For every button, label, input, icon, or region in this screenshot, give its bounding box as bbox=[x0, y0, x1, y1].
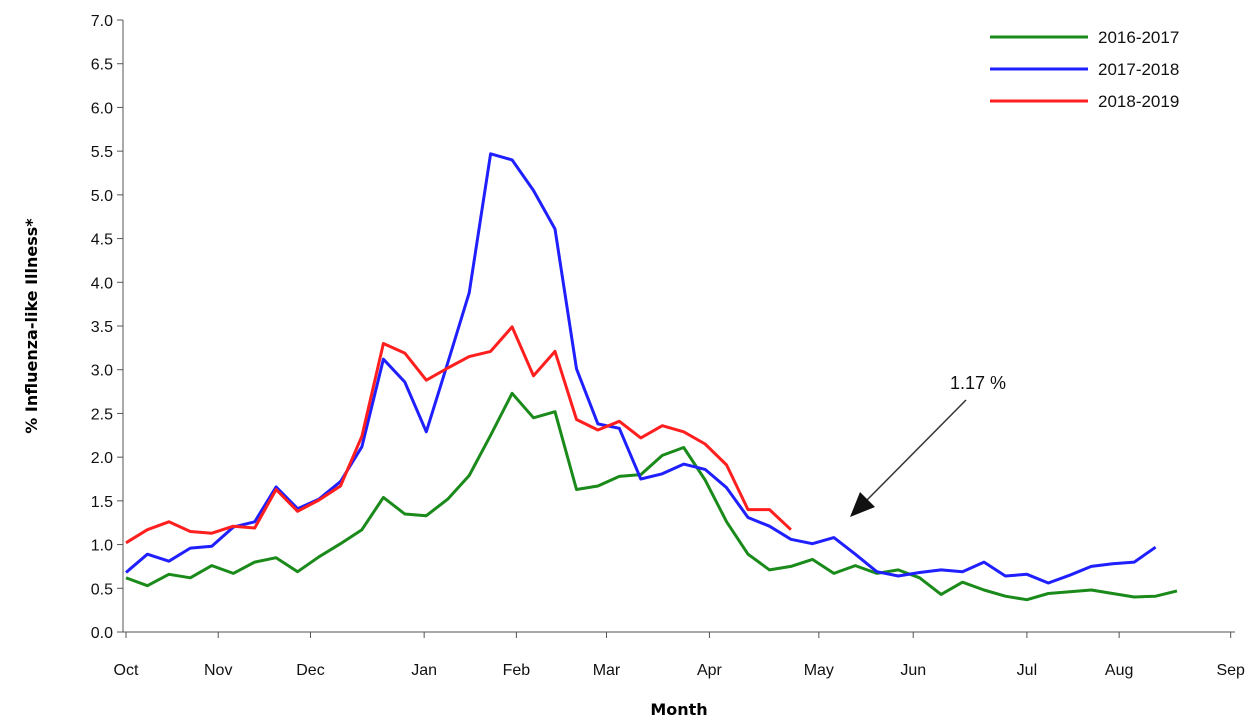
x-tick-label-feb: Feb bbox=[503, 662, 531, 679]
y-tick-label: 4.0 bbox=[91, 275, 113, 292]
plot-area bbox=[123, 20, 1235, 632]
x-tick-label-may: May bbox=[804, 662, 834, 679]
y-tick-label: 2.0 bbox=[91, 450, 113, 467]
legend-label-2016-2017: 2016-2017 bbox=[1098, 28, 1179, 47]
x-tick-label-dec: Dec bbox=[296, 662, 324, 679]
y-tick-label: 7.0 bbox=[91, 13, 113, 30]
y-tick-label: 2.5 bbox=[91, 406, 113, 423]
y-tick-label: 4.5 bbox=[91, 232, 113, 249]
x-tick-label-jun: Jun bbox=[900, 662, 926, 679]
annotation-arrow-head bbox=[850, 492, 875, 517]
legend: 2016-2017 2017-2018 2018-2019 bbox=[990, 28, 1179, 111]
y-tick-label: 5.5 bbox=[91, 144, 113, 161]
y-tick-label: 0.5 bbox=[91, 581, 113, 598]
series-line-2018-2019 bbox=[125, 325, 792, 545]
legend-label-2018-2019: 2018-2019 bbox=[1098, 92, 1179, 111]
x-tick-label-jan: Jan bbox=[411, 662, 437, 679]
x-axis-ticks: Oct Nov Dec Jan Feb Mar Apr May Jun Jul Aug Sep bbox=[114, 632, 1245, 679]
series-line-2016-2017 bbox=[125, 391, 1178, 602]
x-tick-label-sep: Sep bbox=[1216, 662, 1245, 679]
series-line-2017-2018 bbox=[125, 152, 1157, 585]
y-tick-label: 3.0 bbox=[91, 363, 113, 380]
legend-label-2017-2018: 2017-2018 bbox=[1098, 60, 1179, 79]
y-tick-label: 1.0 bbox=[91, 538, 113, 555]
y-tick-label: 3.5 bbox=[91, 319, 113, 336]
y-tick-label: 6.5 bbox=[91, 57, 113, 74]
x-tick-label-mar: Mar bbox=[593, 662, 621, 679]
y-tick-label: 1.5 bbox=[91, 494, 113, 511]
x-tick-label-apr: Apr bbox=[697, 662, 723, 679]
y-axis-ticks: 0.0 0.5 1.0 1.5 2.0 2.5 3.0 3.5 4.0 4.5 5.0 5.5 6.0 6… bbox=[91, 13, 123, 642]
plot-frame bbox=[122, 20, 1235, 633]
x-axis-title: Month bbox=[650, 700, 707, 719]
x-tick-label-jul: Jul bbox=[1017, 662, 1037, 679]
series-lines bbox=[125, 152, 1178, 602]
annotation-label: 1.17 % bbox=[950, 373, 1006, 393]
y-axis-title: % Influenza-like Illness* bbox=[22, 218, 41, 434]
x-tick-label-oct: Oct bbox=[114, 662, 139, 679]
x-tick-label-aug: Aug bbox=[1105, 662, 1133, 679]
y-tick-label: 5.0 bbox=[91, 188, 113, 205]
annotation-arrow-shaft bbox=[865, 399, 967, 502]
y-tick-label: 0.0 bbox=[91, 625, 113, 642]
x-tick-label-nov: Nov bbox=[204, 662, 232, 679]
annotation: 1.17 % bbox=[850, 373, 1006, 517]
y-tick-label: 6.0 bbox=[91, 100, 113, 117]
